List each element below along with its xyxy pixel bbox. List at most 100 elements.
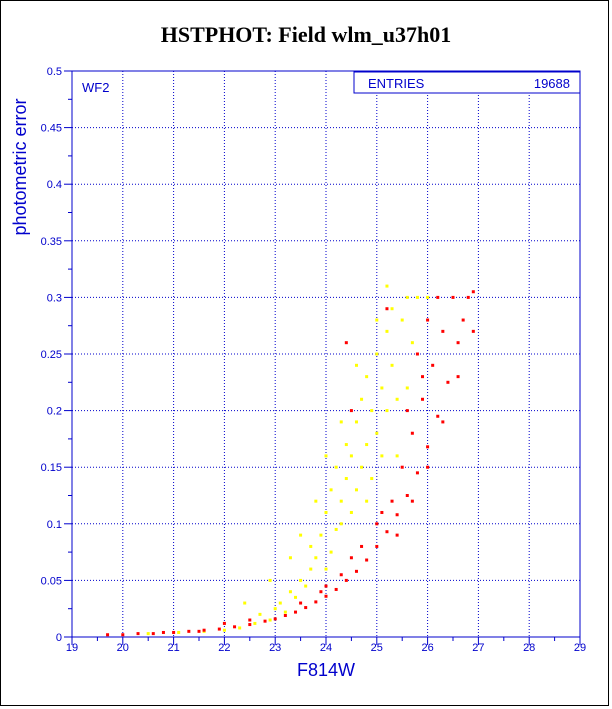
data-point-series-1 — [288, 556, 292, 560]
data-point-series-2 — [161, 630, 165, 634]
data-point-series-1 — [375, 352, 379, 356]
data-point-series-1 — [405, 386, 409, 390]
panel-label: WF2 — [82, 80, 109, 95]
data-point-series-2 — [263, 619, 267, 623]
data-point-series-2 — [121, 633, 125, 637]
data-point-series-2 — [426, 465, 430, 469]
data-point-series-2 — [294, 610, 298, 614]
axis-ticks — [64, 70, 581, 645]
data-point-series-2 — [360, 544, 364, 548]
data-point-series-2 — [344, 341, 348, 345]
data-point-series-1 — [268, 578, 272, 582]
data-point-series-1 — [426, 295, 430, 299]
y-tick-label: 0 — [56, 632, 62, 644]
data-point-series-1 — [319, 533, 323, 537]
data-point-series-1 — [309, 544, 313, 548]
data-point-series-1 — [375, 318, 379, 322]
data-point-series-2 — [324, 584, 328, 588]
x-tick-label: 27 — [472, 642, 484, 654]
data-point-series-2 — [385, 307, 389, 311]
data-point-series-2 — [349, 409, 353, 413]
data-point-series-1 — [243, 601, 247, 605]
y-tick-label: 0.4 — [47, 179, 62, 191]
data-point-series-2 — [426, 318, 430, 322]
data-point-series-1 — [400, 318, 404, 322]
data-point-series-2 — [395, 533, 399, 537]
data-point-series-2 — [421, 375, 425, 379]
data-point-series-1 — [390, 363, 394, 367]
y-tick-label: 0.2 — [47, 406, 62, 418]
data-point-series-1 — [324, 454, 328, 458]
data-point-series-2 — [151, 632, 155, 636]
y-tick-label: 0.15 — [41, 462, 62, 474]
data-point-series-2 — [375, 522, 379, 526]
data-point-series-2 — [390, 499, 394, 503]
data-points — [106, 284, 475, 637]
chart-title: HSTPHOT: Field wlm_u37h01 — [160, 22, 452, 47]
data-point-series-1 — [294, 595, 298, 599]
data-point-series-1 — [258, 612, 262, 616]
y-tick-label: 0.1 — [47, 519, 62, 531]
x-axis-label: F814W — [297, 660, 355, 680]
data-point-series-1 — [278, 601, 282, 605]
data-point-series-2 — [405, 494, 409, 497]
data-point-series-1 — [395, 397, 399, 401]
data-point-series-2 — [471, 329, 475, 333]
data-point-series-1 — [299, 578, 303, 582]
y-tick-label: 0.35 — [41, 236, 62, 248]
data-point-series-1 — [309, 567, 313, 571]
data-point-series-2 — [415, 471, 419, 475]
data-point-series-2 — [339, 573, 343, 577]
data-point-series-1 — [273, 607, 277, 611]
data-point-series-1 — [268, 618, 272, 622]
data-point-series-1 — [370, 409, 374, 413]
data-point-series-1 — [349, 510, 353, 514]
data-point-series-1 — [299, 533, 303, 537]
stats-entries-label: ENTRIES — [368, 76, 425, 91]
data-point-series-2 — [400, 465, 404, 469]
data-point-series-2 — [421, 397, 425, 401]
y-tick-label: 0.3 — [47, 292, 62, 304]
data-point-series-2 — [410, 431, 414, 435]
data-point-series-1 — [385, 409, 389, 413]
data-point-series-1 — [354, 488, 358, 492]
data-point-series-2 — [106, 633, 110, 637]
data-point-series-1 — [324, 510, 328, 514]
data-point-series-1 — [253, 621, 257, 625]
data-point-series-1 — [349, 454, 353, 458]
data-point-series-2 — [456, 341, 460, 345]
data-point-series-1 — [380, 454, 384, 458]
data-point-series-1 — [324, 567, 328, 571]
data-point-series-1 — [390, 307, 394, 311]
data-point-series-2 — [248, 623, 252, 627]
data-point-series-1 — [339, 499, 343, 503]
data-point-series-1 — [177, 630, 181, 634]
data-point-series-2 — [380, 510, 384, 514]
data-point-series-2 — [136, 632, 140, 636]
data-point-series-2 — [197, 629, 201, 633]
data-point-series-2 — [395, 513, 399, 517]
data-point-series-2 — [283, 613, 287, 617]
data-point-series-1 — [410, 341, 414, 345]
data-point-series-1 — [344, 443, 348, 447]
data-point-series-1 — [354, 420, 358, 424]
data-point-series-2 — [385, 530, 389, 534]
data-point-series-2 — [324, 594, 328, 598]
data-point-series-2 — [446, 380, 450, 384]
y-tick-label: 0.5 — [47, 66, 62, 78]
data-point-series-2 — [273, 617, 277, 621]
data-point-series-2 — [431, 363, 435, 367]
data-point-series-1 — [370, 477, 374, 481]
data-point-series-2 — [172, 630, 176, 634]
data-point-series-1 — [238, 626, 242, 630]
data-point-series-1 — [339, 522, 343, 526]
data-point-series-2 — [365, 558, 369, 562]
data-point-series-1 — [385, 284, 389, 288]
data-point-series-1 — [339, 420, 343, 424]
y-tick-labels: 0 0.05 0.1 0.15 0.2 0.25 0.3 0.35 0.4 0.45 0.5 — [41, 66, 62, 644]
x-tick-label: 28 — [523, 642, 535, 654]
data-point-series-2 — [441, 329, 445, 333]
